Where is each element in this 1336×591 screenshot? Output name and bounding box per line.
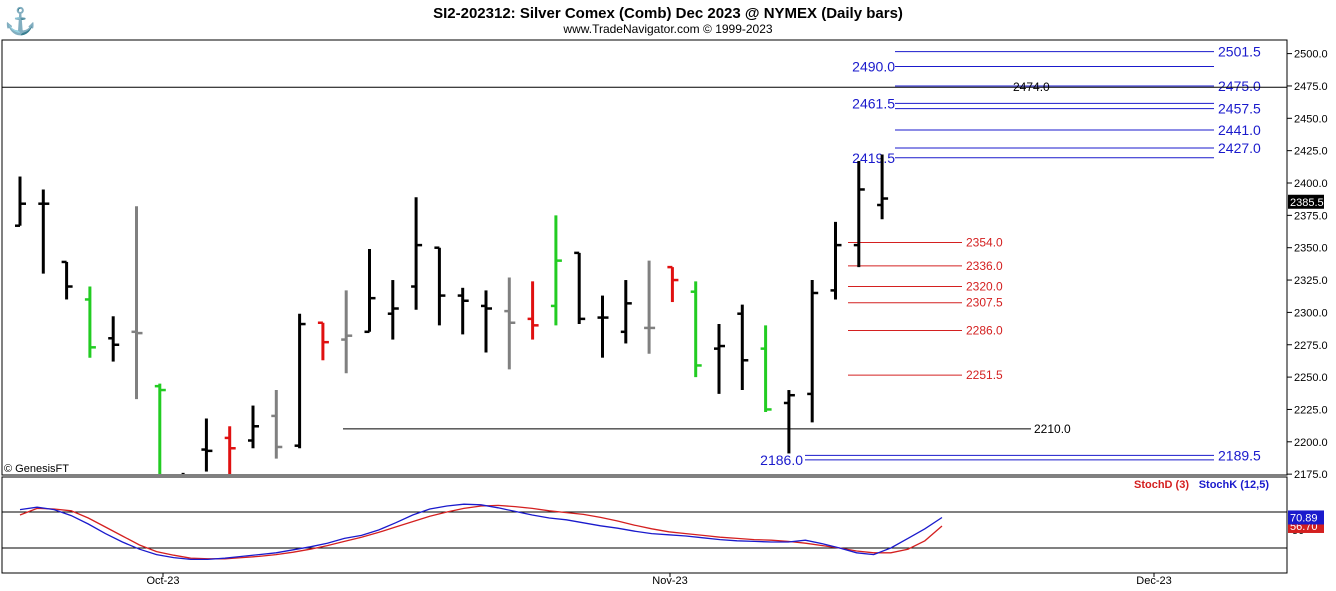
red-level-label: 2354.0 [966,236,1003,250]
ohlc-bar [201,418,213,472]
ohlc-bar [620,280,632,344]
blue-level-label: 2501.5 [1218,44,1261,60]
ohlc-bar [737,304,749,391]
ohlc-bar [224,426,236,474]
chart-subtitle: www.TradeNavigator.com © 1999-2023 [562,22,772,36]
ohlc-bar [644,260,656,354]
ohlc-bar [597,295,609,358]
red-level-label: 2336.0 [966,259,1003,273]
x-tick-label: Oct-23 [146,575,179,587]
ohlc-bar [387,280,399,340]
blue-level-label: 2427.0 [1218,140,1261,156]
ohlc-bar [667,265,679,303]
ohlc-bar [550,215,562,326]
blue-level-label: 2189.5 [1218,447,1261,463]
y-tick-label: 2325.0 [1294,275,1328,287]
price-panel-border [1,39,1288,476]
stochk-legend: StochK (12,5) [1199,479,1270,491]
ohlc-bar [527,281,539,340]
blue-level-label: 2441.0 [1218,122,1261,138]
ohlc-bar [341,290,353,374]
y-tick-label: 2375.0 [1294,210,1328,222]
gold-anchor-icon: ⚓ [4,6,36,36]
ohlc-bar [84,286,96,358]
ohlc-bar [131,206,143,400]
chart-title: SI2-202312: Silver Comex (Comb) Dec 2023… [433,5,903,22]
y-tick-label: 2300.0 [1294,307,1328,319]
y-tick-label: 2450.0 [1294,113,1328,125]
ohlc-bar [853,161,865,268]
y-tick-label: 2200.0 [1294,437,1328,449]
last-price-box [1288,194,1324,209]
red-level-label: 2286.0 [966,324,1003,338]
y-tick-label: 2400.0 [1294,178,1328,190]
black-level-label: 2210.0 [1034,422,1071,436]
ohlc-bar [317,321,329,361]
ohlc-bar [271,390,283,459]
ohlc-bar [807,280,819,423]
last-price-label: 2385.5 [1290,197,1324,209]
stochd-legend: StochD (3) [1134,479,1189,491]
y-tick-label: 2250.0 [1294,372,1328,384]
stoch-line-k [19,503,943,561]
y-tick-label: 2350.0 [1294,243,1328,255]
red-level-label: 2251.5 [966,368,1003,382]
y-tick-label: 2475.0 [1294,81,1328,93]
y-tick-label: 2425.0 [1294,146,1328,158]
blue-level-label: 2475.0 [1218,78,1261,94]
price-axis: 2500.0 2475.0 2450.0 2425.0 2400.0 2375.0 2350… [1287,49,1328,481]
blue-level-label: 2419.5 [852,150,895,166]
ohlc-bar [294,313,306,449]
ohlc-bar [714,324,725,394]
price-bars [15,154,889,474]
time-axis: Oct-23 Nov-23 Dec-23 [146,573,1172,587]
ohlc-bar [504,277,516,370]
ohlc-bar [364,248,376,334]
ohlc-bar [760,325,772,413]
ohlc-bar [877,154,889,220]
ohlc-bar [690,281,702,378]
level-lines: 2501.5 2475.0 2457.5 2441.0 2427.0 2189.5 2490… [2,44,1287,468]
ohlc-bar [411,197,423,310]
ohlc-bar [38,189,50,274]
ohlc-bar [457,287,469,335]
red-level-label: 2307.5 [966,296,1003,310]
stoch-value-box [1288,510,1324,525]
y-tick-label: 2175.0 [1294,469,1328,481]
ohlc-bar [574,251,586,325]
blue-level-label: 2186.0 [760,452,803,468]
chart-frame [1,39,1288,574]
watermark: © GenesisFT [4,463,69,475]
ohlc-bar [830,221,842,300]
blue-level-label: 2457.5 [1218,101,1261,117]
ohlc-bar [248,405,259,449]
y-tick-label: 2225.0 [1294,404,1328,416]
stochastic-panel-border [1,476,1288,574]
ohlc-bar [434,246,446,326]
y-tick-label: 2275.0 [1294,340,1328,352]
ohlc-bar [783,390,795,454]
ohlc-bar [108,316,120,362]
y-tick-label: 2500.0 [1294,49,1328,61]
ohlc-bar [61,260,73,300]
logo: ⚓ [4,6,36,36]
x-tick-label: Nov-23 [652,575,687,587]
red-level-label: 2320.0 [966,280,1003,294]
stoch-value-label: 70.89 [1290,512,1318,524]
blue-level-label: 2461.5 [852,95,895,111]
blue-level-label: 2490.0 [852,59,895,75]
ohlc-bar [481,290,492,353]
ohlc-bar [154,383,166,474]
ohlc-bar [15,176,26,227]
x-tick-label: Dec-23 [1136,575,1171,587]
